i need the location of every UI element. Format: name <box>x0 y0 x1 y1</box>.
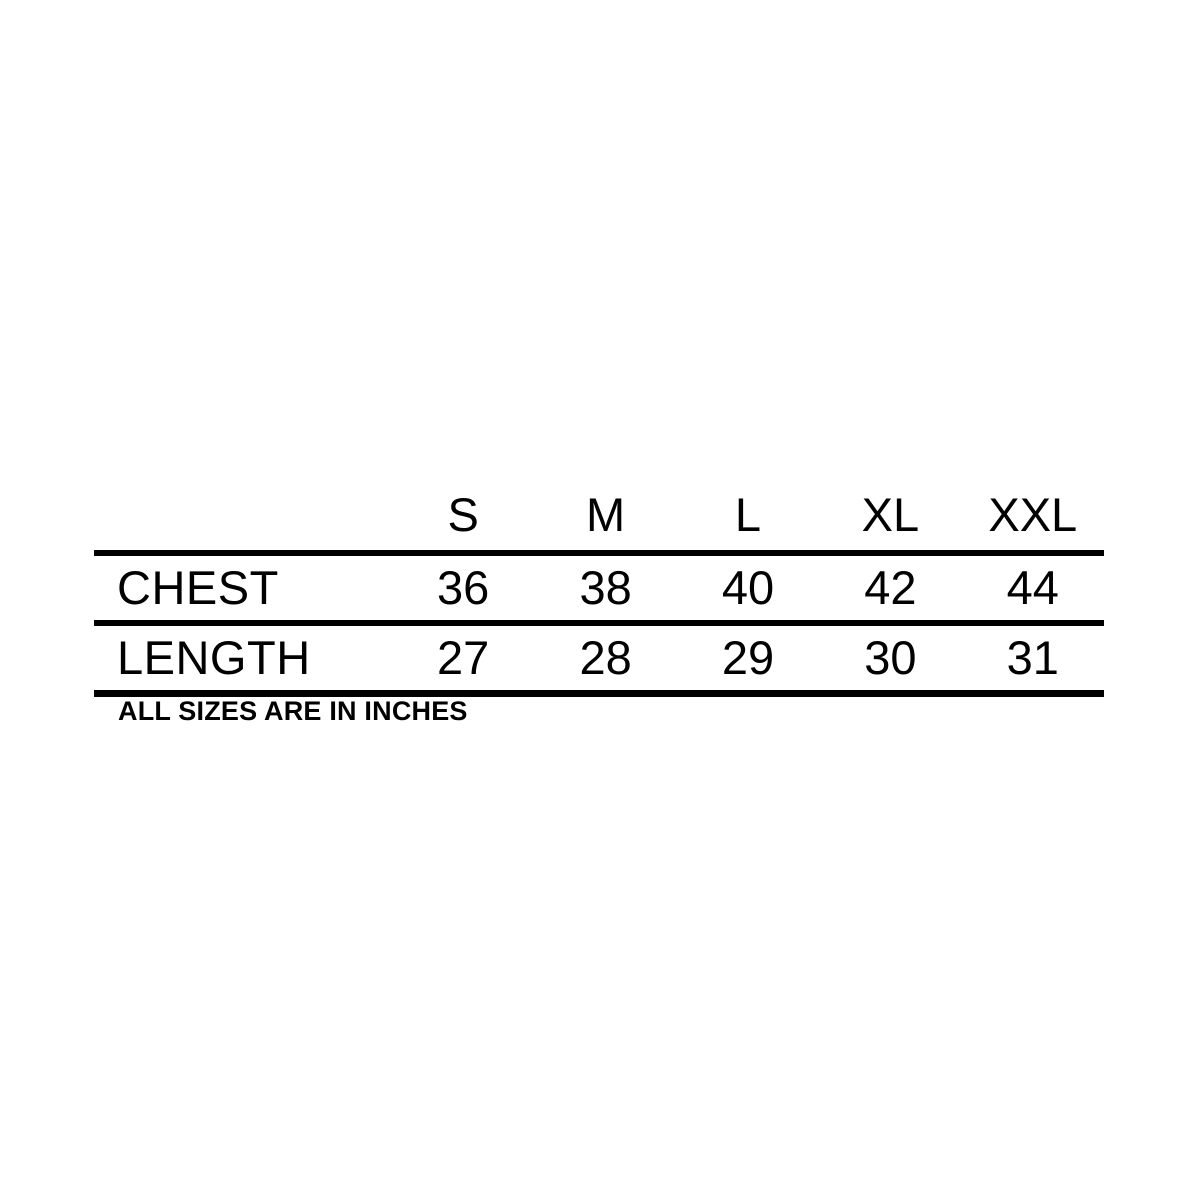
size-chart: S M L XL XXL CHEST 36 38 40 42 44 LENGTH… <box>94 480 1104 725</box>
header-size-l: L <box>734 487 762 541</box>
header-size-s: S <box>447 487 479 541</box>
cell-chest-xl: 42 <box>864 560 917 614</box>
header-size-xxl: XXL <box>988 487 1078 541</box>
cell-chest-s: 36 <box>437 560 490 614</box>
header-corner-cell <box>94 480 392 553</box>
row-label-length: LENGTH <box>117 630 311 684</box>
size-unit-note: ALL SIZES ARE IN INCHES <box>118 696 468 726</box>
cell-chest-m: 38 <box>579 560 632 614</box>
table-row-length: LENGTH 27 28 29 30 31 <box>94 623 1104 694</box>
cell-length-s: 27 <box>437 630 490 684</box>
table-header-row: S M L XL XXL <box>94 480 1104 553</box>
size-chart-table: S M L XL XXL CHEST 36 38 40 42 44 LENGTH… <box>94 480 1104 697</box>
cell-length-xxl: 31 <box>1006 630 1059 684</box>
header-size-xl: XL <box>861 487 920 541</box>
header-size-m: M <box>586 487 626 541</box>
cell-length-xl: 30 <box>864 630 917 684</box>
table-row-chest: CHEST 36 38 40 42 44 <box>94 553 1104 623</box>
cell-length-m: 28 <box>579 630 632 684</box>
row-label-chest: CHEST <box>117 560 279 614</box>
cell-length-l: 29 <box>721 630 775 684</box>
cell-chest-l: 40 <box>721 560 775 614</box>
cell-chest-xxl: 44 <box>1006 560 1059 614</box>
